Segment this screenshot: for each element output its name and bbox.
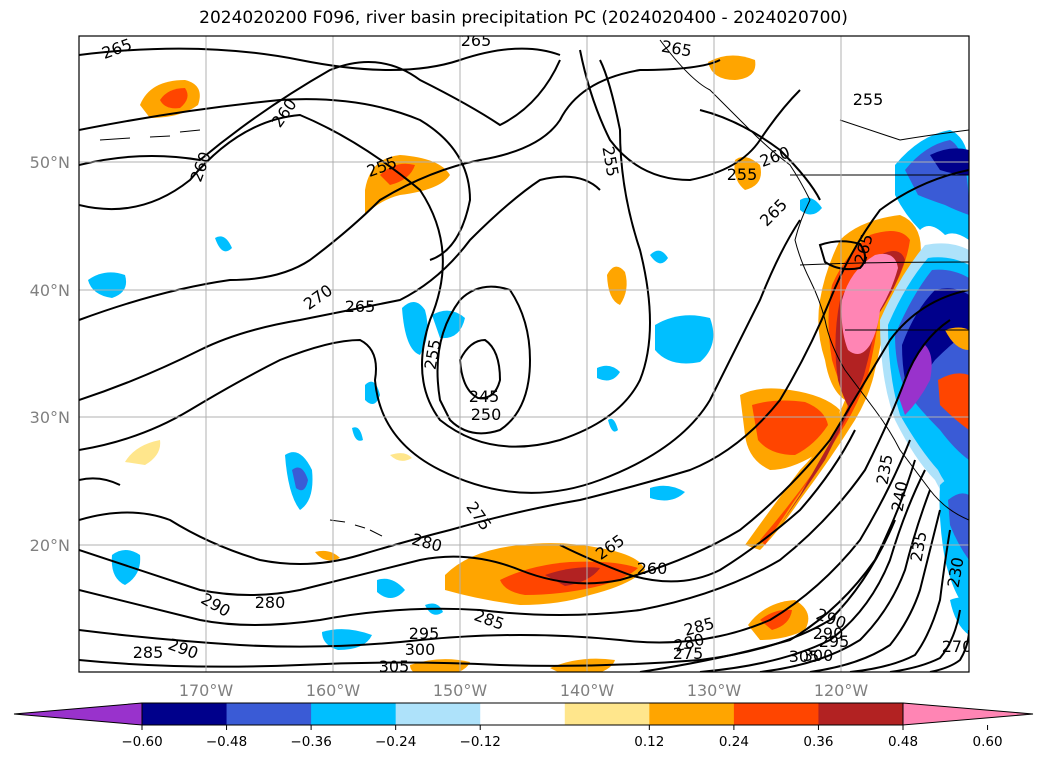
contour-label: 300	[803, 646, 834, 665]
colorbar-tick-label: 0.24	[719, 734, 749, 750]
contour-label: 285	[133, 643, 164, 662]
lat-tick-labels: 50°N 40°N 30°N 20°N	[30, 153, 70, 555]
precip-fill-layer	[88, 55, 969, 672]
svg-text:300: 300	[405, 640, 436, 659]
colorbar-segment	[142, 703, 228, 725]
colorbar-tick-label: 0.36	[803, 734, 833, 750]
colorbar-tick-label: −0.60	[121, 734, 162, 750]
colorbar-tick-label: −0.36	[290, 734, 331, 750]
contour-label: 250	[471, 405, 502, 424]
lon-tick-label: 120°W	[814, 681, 869, 700]
contour-label: 255	[727, 165, 758, 184]
contour-label: 305	[789, 647, 820, 666]
svg-text:265: 265	[461, 31, 492, 50]
colorbar-tick-label: 0.48	[888, 734, 918, 750]
contour-label: 275	[673, 644, 704, 663]
lon-tick-label: 150°W	[433, 681, 488, 700]
svg-text:255: 255	[853, 90, 884, 109]
contour-label: 265	[461, 31, 492, 50]
gridlines	[79, 36, 969, 672]
colorbar-tick-label: −0.24	[375, 734, 416, 750]
lon-tick-label: 160°W	[306, 681, 361, 700]
svg-text:280: 280	[255, 593, 286, 612]
colorbar-tick-label: −0.48	[206, 734, 247, 750]
contour-label: 295	[819, 632, 850, 651]
svg-text:250: 250	[471, 405, 502, 424]
colorbar-tick-label: 0.60	[973, 734, 1003, 750]
contour-label: 260	[637, 559, 668, 578]
coastline-layer	[99, 39, 969, 537]
lat-tick-label: 50°N	[30, 153, 70, 172]
svg-text:290: 290	[813, 624, 844, 643]
svg-text:245: 245	[469, 387, 500, 406]
svg-text:295: 295	[409, 624, 440, 643]
map-title: 2024020200 F096, river basin precipitati…	[199, 8, 848, 28]
svg-text:260: 260	[637, 559, 668, 578]
colorbar: −0.60 −0.48 −0.36 −0.24 −0.12 0.12 0.24 0.36 0.4…	[13, 702, 1034, 750]
map-frame	[78, 35, 970, 673]
svg-text:305: 305	[379, 657, 410, 676]
colorbar-segment	[564, 703, 650, 725]
colorbar-segment	[818, 703, 904, 725]
svg-text:255: 255	[727, 165, 758, 184]
lon-tick-label: 130°W	[687, 681, 742, 700]
colorbar-extension-high	[902, 702, 1034, 726]
colorbar-segment	[226, 703, 312, 725]
svg-text:270: 270	[942, 637, 973, 656]
contour-label: 280	[255, 593, 286, 612]
lat-tick-label: 30°N	[30, 408, 70, 427]
colorbar-frame	[141, 702, 904, 726]
svg-text:265: 265	[345, 297, 376, 316]
lon-tick-label: 170°W	[179, 681, 234, 700]
svg-text:285: 285	[133, 643, 164, 662]
contour-label: 255	[853, 90, 884, 109]
lon-tick-labels: 170°W 160°W 150°W 140°W 130°W 120°W	[179, 681, 869, 700]
colorbar-segment	[480, 703, 566, 725]
contour-label: 265	[345, 297, 376, 316]
contour-label: 305	[379, 657, 410, 676]
lon-tick-label: 140°W	[560, 681, 615, 700]
svg-text:275: 275	[673, 644, 704, 663]
colorbar-segment	[733, 703, 819, 725]
colorbar-segment	[311, 703, 397, 725]
contour-label: 290	[813, 624, 844, 643]
lat-tick-label: 20°N	[30, 536, 70, 555]
colorbar-extension-low	[13, 702, 143, 726]
colorbar-tick-label: −0.12	[460, 734, 501, 750]
contour-label: 245	[469, 387, 500, 406]
colorbar-segment	[395, 703, 481, 725]
colorbar-segment	[649, 703, 735, 725]
contour-label: 270	[942, 637, 973, 656]
svg-text:295: 295	[819, 632, 850, 651]
contour-label: 300	[405, 640, 436, 659]
svg-text:300: 300	[803, 646, 834, 665]
contour-label: 295	[409, 624, 440, 643]
colorbar-tick-label: 0.12	[634, 734, 664, 750]
svg-text:305: 305	[789, 647, 820, 666]
lat-tick-label: 40°N	[30, 281, 70, 300]
